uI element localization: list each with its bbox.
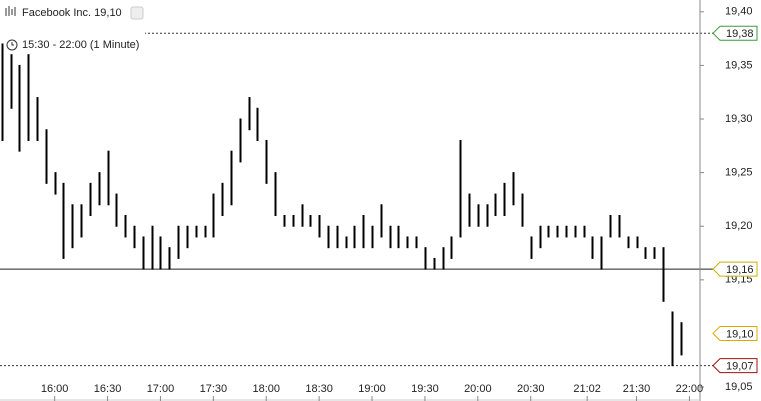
- y-tick-label: 19,40: [725, 6, 753, 18]
- price-marker: [712, 261, 758, 277]
- x-tick-label: 16:30: [94, 383, 122, 395]
- chart-icon: [5, 6, 16, 16]
- price-marker: [712, 325, 758, 341]
- price-marker-label: 19,16: [726, 264, 754, 276]
- price-marker: [712, 25, 758, 41]
- x-tick-label: 19:30: [411, 383, 439, 395]
- clock-icon: [6, 39, 18, 51]
- y-tick-label: 19,20: [725, 220, 753, 232]
- x-tick-label: 22:00: [676, 383, 704, 395]
- price-marker-label: 19,38: [726, 28, 754, 40]
- x-tick-label: 18:00: [252, 383, 280, 395]
- chart-subtitle: 15:30 - 22:00 (1 Minute): [22, 39, 139, 51]
- x-tick-label: 17:00: [147, 383, 175, 395]
- y-tick-label: 19,30: [725, 113, 753, 125]
- x-tick-label: 18:30: [305, 383, 333, 395]
- x-tick-label: 20:30: [517, 383, 545, 395]
- legend-panel: [0, 0, 145, 54]
- chart-title: Facebook Inc. 19,10: [22, 7, 122, 19]
- y-tick-label: 19,35: [725, 59, 753, 71]
- y-tick-label: 19,25: [725, 167, 753, 179]
- x-tick-label: 19:00: [358, 383, 386, 395]
- y-tick-label: 19,15: [725, 274, 753, 286]
- x-tick-label: 20:00: [464, 383, 492, 395]
- x-tick-label: 21:30: [623, 383, 651, 395]
- settings-button[interactable]: [130, 6, 144, 20]
- y-tick-label: 19,05: [725, 381, 753, 393]
- x-tick-label: 16:00: [41, 383, 69, 395]
- price-marker: [712, 358, 758, 374]
- price-marker-label: 19,10: [726, 328, 754, 340]
- x-tick-label: 17:30: [200, 383, 228, 395]
- price-marker-label: 19,07: [726, 361, 754, 373]
- x-tick-label: 21:02: [573, 383, 601, 395]
